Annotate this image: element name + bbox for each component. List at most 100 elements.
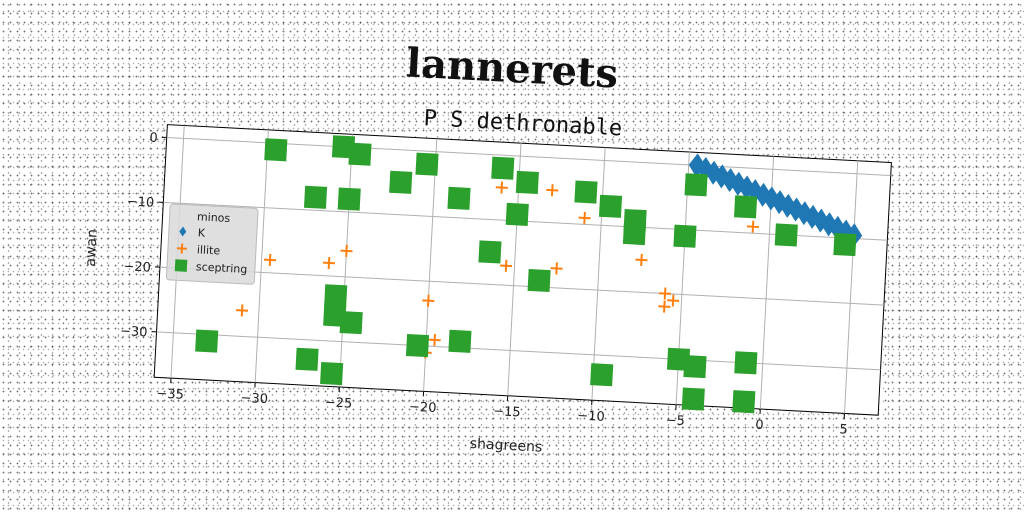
illite-point xyxy=(550,262,563,275)
x-gridline xyxy=(254,129,269,383)
illite-point xyxy=(667,294,680,307)
illite-point xyxy=(264,253,277,266)
K-point xyxy=(820,212,838,237)
sceptring-point xyxy=(681,387,705,411)
sceptring-point xyxy=(622,221,646,246)
sceptring-point xyxy=(295,347,319,371)
illite-point xyxy=(236,304,249,317)
sceptring-point xyxy=(478,240,502,264)
sceptring-point xyxy=(389,170,413,194)
K-point xyxy=(738,175,755,200)
grid xyxy=(156,125,891,414)
sceptring-point xyxy=(264,138,288,162)
y-axis-label: awan xyxy=(83,229,101,267)
K-point xyxy=(721,168,739,193)
K-point xyxy=(729,171,747,196)
illite-point xyxy=(578,211,591,224)
chart-title: lannerets xyxy=(405,39,619,97)
legend-label: illite xyxy=(197,243,221,257)
illite-point xyxy=(428,333,441,347)
y-tick-label: −10 xyxy=(126,194,154,210)
K-point xyxy=(762,186,780,211)
legend-title: minos xyxy=(197,210,231,225)
sceptring-point xyxy=(734,195,758,219)
illite-point xyxy=(658,300,671,313)
y-gridline xyxy=(159,266,884,306)
illite-point xyxy=(176,243,187,254)
sceptring-point xyxy=(515,170,539,195)
K-point xyxy=(779,193,797,218)
chart-subtitle: P S dethronable xyxy=(423,106,623,141)
K-point xyxy=(828,215,846,240)
illite-point xyxy=(495,181,508,194)
sceptring-point xyxy=(320,362,344,386)
K-point xyxy=(795,201,813,226)
sceptring-point xyxy=(324,284,348,308)
x-tick-label: −20 xyxy=(409,400,437,416)
K-point xyxy=(688,153,706,178)
x-gridline xyxy=(843,160,859,414)
legend-label: K xyxy=(197,226,206,239)
K-point xyxy=(812,208,830,233)
x-tick-label: 5 xyxy=(839,422,848,437)
x-tick-label: 0 xyxy=(755,418,764,433)
illite-point xyxy=(500,259,513,272)
sceptring-point xyxy=(339,311,363,335)
illite-point xyxy=(422,294,435,307)
illite-point xyxy=(746,220,760,233)
sceptring-point xyxy=(574,180,598,204)
y-gridline xyxy=(166,137,891,177)
sceptring-point xyxy=(415,152,439,176)
sceptring-point xyxy=(303,185,328,209)
y-gridline xyxy=(156,331,881,371)
y-tick-label: −20 xyxy=(123,259,151,275)
legend-box xyxy=(165,203,259,285)
K-point xyxy=(179,226,187,237)
sceptring-point xyxy=(734,351,758,375)
illite-point xyxy=(659,287,672,300)
sceptring-point xyxy=(337,187,361,211)
sceptring-point xyxy=(833,232,857,257)
sceptring-point xyxy=(447,186,471,210)
sceptring-point xyxy=(684,173,708,197)
sceptring-point xyxy=(590,363,614,387)
illite-point xyxy=(635,253,648,266)
illite-point xyxy=(322,256,336,270)
legend-label: sceptring xyxy=(196,260,248,276)
illite-point xyxy=(546,184,559,197)
x-tick-label: −5 xyxy=(665,413,685,429)
x-axis-label: shagreens xyxy=(469,436,542,456)
sceptring-point xyxy=(505,202,529,226)
sceptring-point xyxy=(405,334,430,358)
sceptring-point xyxy=(174,259,188,272)
sceptring-point xyxy=(774,223,798,247)
sceptring-point xyxy=(673,224,697,248)
y-tick-label: 0 xyxy=(149,131,158,146)
sceptring-point xyxy=(527,268,551,293)
sceptring-point xyxy=(683,355,707,379)
K-point xyxy=(787,197,805,222)
x-gridline xyxy=(591,147,606,401)
illite-point xyxy=(340,244,353,257)
x-tick-label: −10 xyxy=(577,408,605,424)
x-gridline xyxy=(338,134,354,387)
x-tick-label: −15 xyxy=(493,404,521,420)
sceptring-point xyxy=(598,194,623,218)
data-points xyxy=(195,135,863,414)
sceptring-point xyxy=(195,329,219,353)
sceptring-point xyxy=(491,156,515,180)
K-point xyxy=(713,164,731,189)
sceptring-point xyxy=(448,329,472,353)
x-tick-label: −35 xyxy=(156,386,184,402)
plot-area xyxy=(153,124,892,416)
sceptring-point xyxy=(348,142,372,166)
x-tick-label: −25 xyxy=(324,395,352,411)
K-point xyxy=(705,160,722,185)
y-tick-label: −30 xyxy=(120,324,148,340)
axis-ticks: −35 −30 −25 −20 −15 −10 −5 0 5 0 −10 −20 −30 xyxy=(120,131,848,438)
K-point xyxy=(754,182,772,207)
x-tick-label: −30 xyxy=(240,391,268,407)
sceptring-point xyxy=(732,390,756,414)
